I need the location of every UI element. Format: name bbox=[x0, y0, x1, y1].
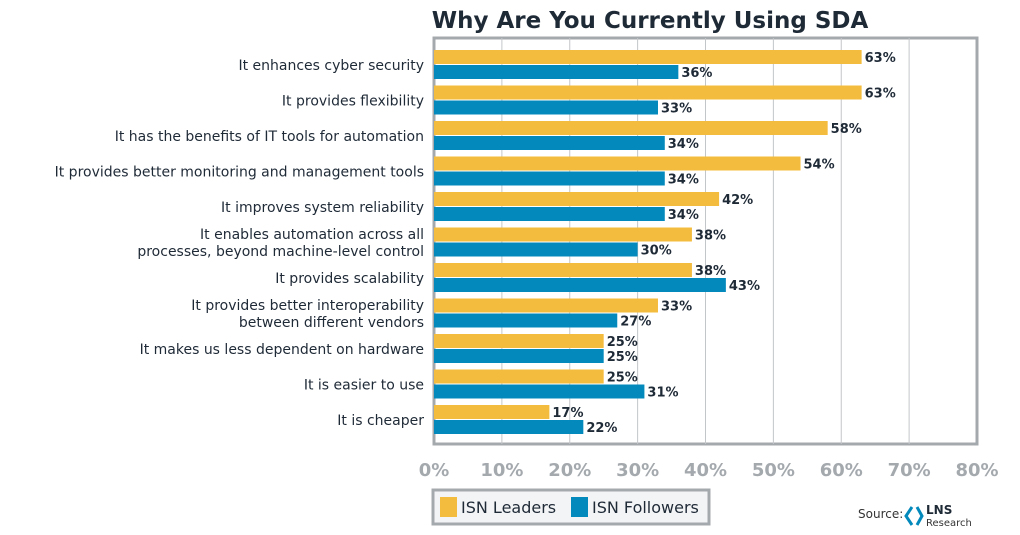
bar-leaders bbox=[434, 334, 604, 348]
data-label: 54% bbox=[804, 158, 835, 173]
data-label: 58% bbox=[831, 122, 862, 137]
data-label: 36% bbox=[681, 66, 712, 81]
legend-swatch-followers bbox=[571, 497, 588, 517]
legend-label-followers: ISN Followers bbox=[592, 498, 699, 517]
data-label: 25% bbox=[607, 371, 638, 386]
data-label: 31% bbox=[647, 386, 678, 401]
data-label: 38% bbox=[695, 264, 726, 279]
data-label: 33% bbox=[661, 102, 692, 117]
category-label: It provides scalability bbox=[275, 271, 424, 287]
x-tick-labels: 0% 10% 20% 30% 40% 50% 60% 70% 80% bbox=[419, 460, 999, 481]
bar-followers bbox=[434, 278, 726, 292]
bar-followers bbox=[434, 136, 665, 150]
bar-followers bbox=[434, 207, 665, 221]
data-label: 43% bbox=[729, 279, 760, 294]
data-label: 63% bbox=[865, 87, 896, 102]
source: Source: LNS Research bbox=[858, 503, 972, 529]
bar-followers bbox=[434, 171, 665, 186]
logo-text: LNS bbox=[926, 503, 952, 517]
bar-leaders bbox=[434, 263, 692, 277]
bar-leaders bbox=[434, 85, 862, 100]
category-label: It has the benefits of IT tools for auto… bbox=[115, 129, 424, 145]
bar-followers bbox=[434, 349, 604, 363]
x-tick-label: 60% bbox=[820, 460, 863, 481]
bar-leaders bbox=[434, 405, 550, 419]
legend-swatch-leaders bbox=[440, 497, 457, 517]
bar-followers bbox=[434, 65, 679, 79]
x-tick-label: 30% bbox=[616, 460, 659, 481]
bar-followers bbox=[434, 100, 658, 115]
data-label: 22% bbox=[586, 421, 617, 436]
data-label: 33% bbox=[661, 300, 692, 315]
category-label: It is cheaper bbox=[337, 413, 424, 429]
bars: 63%36%63%33%58%34%54%34%42%34%38%30%38%4… bbox=[434, 50, 896, 436]
legend: ISN Leaders ISN Followers bbox=[431, 488, 711, 526]
data-label: 34% bbox=[668, 137, 699, 152]
bar-followers bbox=[434, 420, 584, 434]
category-label: It is easier to use bbox=[304, 378, 424, 394]
bar-leaders bbox=[434, 156, 801, 171]
source-label: Source: bbox=[858, 507, 903, 521]
x-tick-label: 10% bbox=[480, 460, 523, 481]
x-tick-label: 20% bbox=[548, 460, 591, 481]
data-label: 17% bbox=[552, 406, 583, 421]
legend-label-leaders: ISN Leaders bbox=[461, 498, 556, 517]
data-label: 25% bbox=[607, 350, 638, 365]
data-label: 63% bbox=[865, 51, 896, 66]
category-label: between different vendors bbox=[239, 315, 424, 331]
data-label: 34% bbox=[668, 208, 699, 223]
category-label: It enables automation across all bbox=[200, 227, 424, 243]
data-label: 42% bbox=[722, 193, 753, 208]
category-labels: It enhances cyber security It provides fl… bbox=[55, 58, 425, 429]
logo-sub: Research bbox=[926, 518, 972, 529]
category-label: It provides better monitoring and manage… bbox=[55, 165, 424, 181]
category-label: It provides flexibility bbox=[282, 94, 424, 110]
bar-leaders bbox=[434, 121, 828, 135]
lns-logo-icon bbox=[904, 506, 924, 526]
data-label: 30% bbox=[641, 244, 672, 259]
bar-leaders bbox=[434, 298, 658, 313]
bar-followers bbox=[434, 313, 618, 328]
data-label: 27% bbox=[620, 315, 651, 330]
category-label: It enhances cyber security bbox=[238, 58, 424, 74]
bar-leaders bbox=[434, 192, 720, 206]
data-label: 25% bbox=[607, 335, 638, 350]
bar-followers bbox=[434, 242, 638, 257]
x-tick-label: 40% bbox=[684, 460, 727, 481]
x-tick-label: 0% bbox=[419, 460, 450, 481]
bar-followers bbox=[434, 384, 645, 399]
category-label: It makes us less dependent on hardware bbox=[140, 342, 424, 358]
x-tick-label: 70% bbox=[888, 460, 931, 481]
bar-leaders bbox=[434, 369, 604, 384]
bar-leaders bbox=[434, 50, 862, 64]
x-tick-label: 50% bbox=[752, 460, 795, 481]
chart-title: Why Are You Currently Using SDA bbox=[432, 8, 869, 34]
data-label: 38% bbox=[695, 229, 726, 244]
x-tick-label: 80% bbox=[955, 460, 998, 481]
category-label: It provides better interoperability bbox=[191, 298, 424, 314]
bar-leaders bbox=[434, 227, 692, 242]
data-label: 34% bbox=[668, 173, 699, 188]
category-label: It improves system reliability bbox=[221, 200, 424, 216]
category-label: processes, beyond machine-level control bbox=[137, 244, 424, 260]
